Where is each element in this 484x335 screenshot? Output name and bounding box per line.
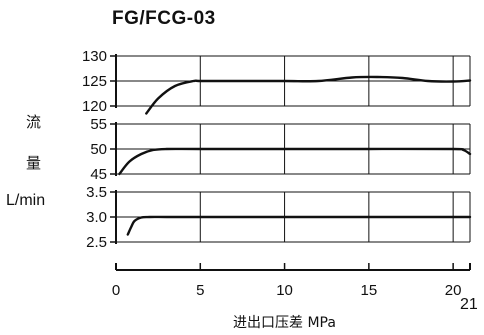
panel-2-series-line — [118, 147, 472, 176]
y-axis-label-char-2: 量 — [26, 154, 42, 172]
x-tick-label: 15 — [361, 282, 378, 299]
page-number: 21 — [460, 296, 478, 313]
x-axis-label: 进出口压差 MPa — [233, 315, 336, 331]
y-axis-unit-label: L/min — [6, 192, 46, 209]
panel-2-ytick-label: 50 — [90, 141, 107, 158]
panel-3-ytick-label: 3.0 — [86, 209, 107, 226]
panel-2-ytick-label: 45 — [90, 166, 107, 183]
panel-3-series-line — [126, 215, 472, 236]
panel-3-ytick-label: 2.5 — [86, 234, 107, 251]
chart-title: FG/FCG-03 — [112, 8, 216, 29]
panel-2-ytick-label: 55 — [90, 116, 107, 133]
x-tick-label: 0 — [112, 282, 120, 299]
panel-3-ytick-label: 3.5 — [86, 184, 107, 201]
x-tick-label: 10 — [276, 282, 293, 299]
panel-1-series-line — [145, 75, 472, 115]
panel-1-ytick-label: 120 — [82, 98, 107, 115]
y-axis-label-char-1: 流 — [26, 113, 42, 131]
x-tick-label: 5 — [196, 282, 204, 299]
panel-1-ytick-label: 125 — [82, 73, 107, 90]
x-tick-label: 20 — [445, 282, 462, 299]
panel-1-ytick-label: 130 — [82, 48, 107, 65]
